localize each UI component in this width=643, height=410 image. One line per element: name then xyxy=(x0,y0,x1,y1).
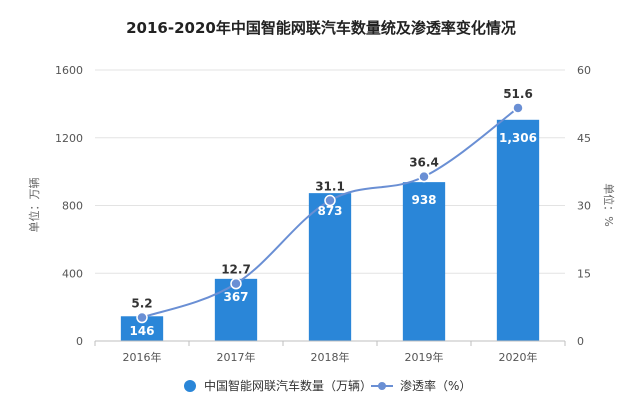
bar-value-label: 367 xyxy=(223,290,248,304)
x-tick-label: 2016年 xyxy=(123,350,162,364)
y-right-tick-label: 15 xyxy=(577,267,591,280)
y-right-tick-label: 0 xyxy=(577,335,584,348)
bar xyxy=(496,119,540,341)
y-left-tick-label: 400 xyxy=(62,267,83,280)
y-left-tick-label: 1200 xyxy=(55,132,83,145)
line-series xyxy=(136,102,524,324)
chart-title: 2016-2020年中国智能网联汽车数量统及渗透率变化情况 xyxy=(126,19,516,37)
x-tick-label: 2019年 xyxy=(405,350,444,364)
bar-value-label: 146 xyxy=(129,324,154,338)
x-tick-label: 2020年 xyxy=(499,350,538,364)
x-tick-label: 2018年 xyxy=(311,350,350,364)
legend-bar-swatch xyxy=(184,380,196,392)
y-right-tick-label: 60 xyxy=(577,64,591,77)
y-right-tick-label: 45 xyxy=(577,132,591,145)
data-labels: 146 367 873 938 1,306 5.2 12.7 31.1 36.4 51.6 xyxy=(129,87,537,338)
y-left-axis-label: 单位：万辆 xyxy=(27,178,41,233)
bar-value-label: 873 xyxy=(317,204,342,218)
bar xyxy=(402,182,446,341)
line-point xyxy=(324,194,336,207)
line-value-label: 5.2 xyxy=(131,297,152,311)
line-point xyxy=(230,277,242,290)
y-right-tick-label: 30 xyxy=(577,200,591,213)
line-point xyxy=(418,170,430,183)
x-tick-label: 2017年 xyxy=(217,350,256,364)
line-value-label: 36.4 xyxy=(409,156,439,170)
legend-line-marker xyxy=(378,382,386,390)
legend-bar-label: 中国智能网联汽车数量（万辆） xyxy=(204,378,372,393)
y-right-axis-label: 单位：% xyxy=(602,183,616,226)
legend: 中国智能网联汽车数量（万辆） 渗透率（%） xyxy=(184,378,471,393)
y-left-tick-label: 1600 xyxy=(55,64,83,77)
bar-value-label: 1,306 xyxy=(499,131,537,145)
bar xyxy=(308,193,352,341)
bar-value-label: 938 xyxy=(411,193,436,207)
line-point xyxy=(136,311,148,324)
legend-line-label: 渗透率（%） xyxy=(400,378,471,393)
line-value-label: 12.7 xyxy=(221,263,251,277)
bars xyxy=(120,119,540,341)
y-left-tick-label: 800 xyxy=(62,200,83,213)
y-left-tick-label: 0 xyxy=(76,335,83,348)
line-value-label: 31.1 xyxy=(315,180,345,194)
line-point xyxy=(512,102,524,114)
axes: 0 400 800 1200 1600 0 15 30 45 60 2016年 2017年 2018年 2… xyxy=(55,64,591,364)
line-value-label: 51.6 xyxy=(503,87,533,101)
